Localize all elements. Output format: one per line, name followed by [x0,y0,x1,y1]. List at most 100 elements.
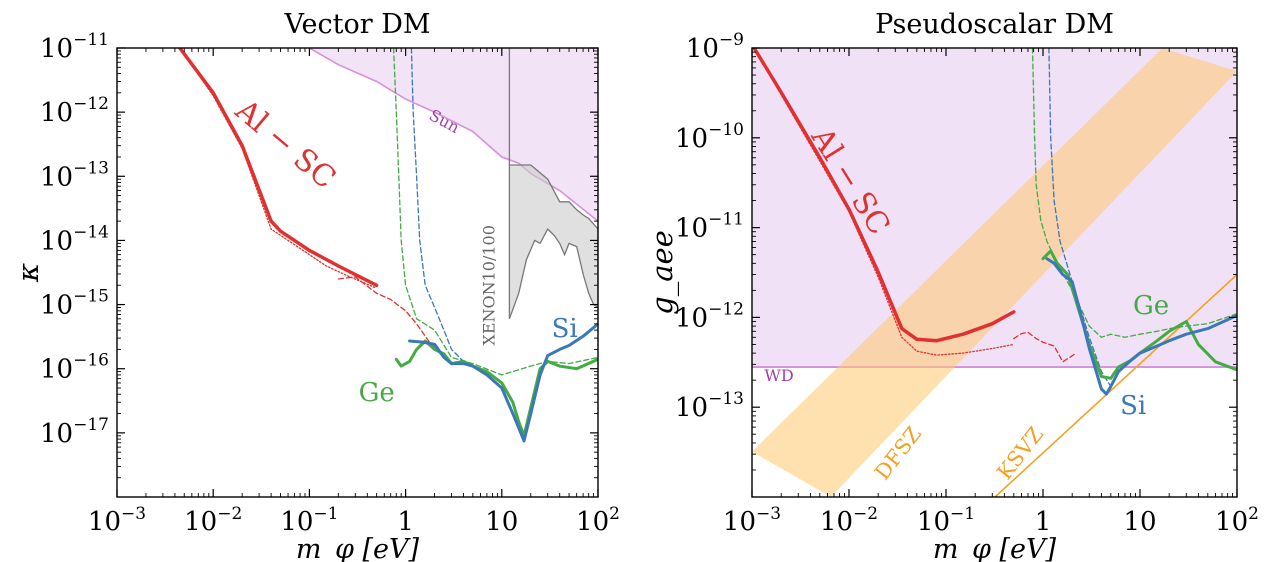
x-tick-label: 10−1 [917,504,975,537]
wd-label: WD [764,366,793,385]
x-tick-exponent: −2 [217,504,242,524]
si-label: Si [1120,391,1146,421]
ksvz-label: KSVZ [992,422,1048,484]
y-tick-base: 10 [40,291,73,321]
x-tick-label: 102 [1215,504,1259,537]
x-tick-label: 10−3 [88,504,146,537]
y-tick-base: 10 [675,303,708,333]
x-tick-label: 1 [1035,507,1052,537]
plot-area [178,48,598,443]
x-tick-label: 10−1 [280,504,338,537]
x-tick-base: 10 [576,507,609,537]
x-tick-base: 10 [1215,507,1248,537]
y-tick-label: 10−13 [675,389,744,423]
vector-dm-panel: 10−3 10−2 10−1 1 10 10210−1110−1210−1310−1410… [11,9,620,562]
y-tick-base: 10 [40,419,73,449]
y-tick-exponent: −9 [719,30,744,50]
x-tick-base: 10 [1123,507,1156,537]
y-tick-base: 10 [40,34,73,64]
plot-frame [116,47,599,498]
y-axis-label: κ [11,263,45,283]
y-tick-base: 10 [675,124,708,154]
x-tick-base: 1 [1035,507,1052,537]
si-label: Si [552,314,578,344]
chart-title: Vector DM [283,9,430,40]
y-tick-base: 10 [675,214,708,244]
3a78b8-dashed-curve [410,48,465,363]
y-tick-exponent: −10 [708,120,744,140]
plot-frame [751,47,1238,498]
3a78b8-dashed-curve [1048,48,1112,388]
x-tick-base: 10 [88,507,121,537]
ge-curve [1041,249,1237,380]
y-tick-label: 10−9 [686,30,744,64]
si-curve [408,322,598,443]
y-tick-label: 10−11 [675,210,744,244]
x-axis-label: m_φ [eV] [296,534,420,562]
x-tick-base: 10 [485,507,518,537]
y-tick-label: 10−13 [40,158,109,192]
xenon10-100-region [508,48,598,320]
e03030-dashed-curve [1013,331,1077,363]
dfsz-band [752,48,1237,497]
y-tick-label: 10−16 [40,351,109,385]
y-axis-label: g_aee [645,230,680,315]
y-tick-base: 10 [40,98,73,128]
x-tick-label: 102 [576,504,620,537]
x-tick-base: 10 [820,507,853,537]
y-tick-exponent: −12 [708,299,744,319]
x-tick-exponent: −1 [313,504,338,524]
ge-curve [394,339,598,438]
x-tick-label: 10 [485,507,518,537]
y-tick-exponent: −14 [73,222,109,242]
x-tick-base: 1 [397,507,414,537]
ge-label: Ge [359,378,395,408]
ksvz-line [994,274,1237,497]
y-tick-base: 10 [675,393,708,423]
si-curve [1045,257,1237,396]
al-sc-curve [752,48,1016,343]
y-tick-label: 10−17 [40,415,109,449]
ge-label: Ge [1133,291,1169,321]
y-tick-base: 10 [686,34,719,64]
y-tick-label: 10−10 [675,120,744,154]
y-tick-label: 10−14 [40,222,109,256]
y-tick-base: 10 [40,162,73,192]
y-tick-label: 10−12 [40,94,109,128]
x-tick-label: 10−2 [184,504,242,537]
al-sc-curve [178,48,379,288]
x-tick-base: 10 [723,507,756,537]
y-tick-exponent: −13 [73,158,109,178]
y-tick-exponent: −17 [73,415,109,435]
x-tick-exponent: −3 [121,504,146,524]
x-tick-label: 10−3 [723,504,781,537]
xenon10-100-label: XENON10/100 [479,225,498,345]
y-tick-label: 10−11 [40,30,109,64]
x-tick-exponent: −1 [950,504,975,524]
x-tick-label: 10 [1123,507,1156,537]
chart-title: Pseudoscalar DM [875,9,1114,40]
al-sc-label: Al − SC [228,92,342,196]
x-axis-label: m_φ [eV] [933,534,1057,562]
y-tick-exponent: −12 [73,94,109,114]
x-tick-label: 1 [397,507,414,537]
x-tick-exponent: 2 [1248,504,1259,524]
x-tick-base: 10 [917,507,950,537]
y-tick-exponent: −16 [73,351,109,371]
x-tick-exponent: 2 [609,504,620,524]
x-tick-base: 10 [280,507,313,537]
sun-region [309,48,598,222]
e03030-dashed-curve [337,276,445,359]
y-tick-exponent: −15 [73,287,109,307]
plot-area [752,48,1237,497]
y-tick-label: 10−15 [40,287,109,321]
y-tick-exponent: −11 [708,210,744,230]
x-tick-exponent: −3 [756,504,781,524]
x-tick-exponent: −2 [853,504,878,524]
pseudoscalar-dm-panel: 10−3 10−2 10−1 1 10 10210−910−1010−1110−1210−… [645,9,1259,562]
y-tick-exponent: −11 [73,30,109,50]
x-tick-base: 10 [184,507,217,537]
e03030-dotted-curve [179,48,378,289]
y-tick-base: 10 [40,226,73,256]
